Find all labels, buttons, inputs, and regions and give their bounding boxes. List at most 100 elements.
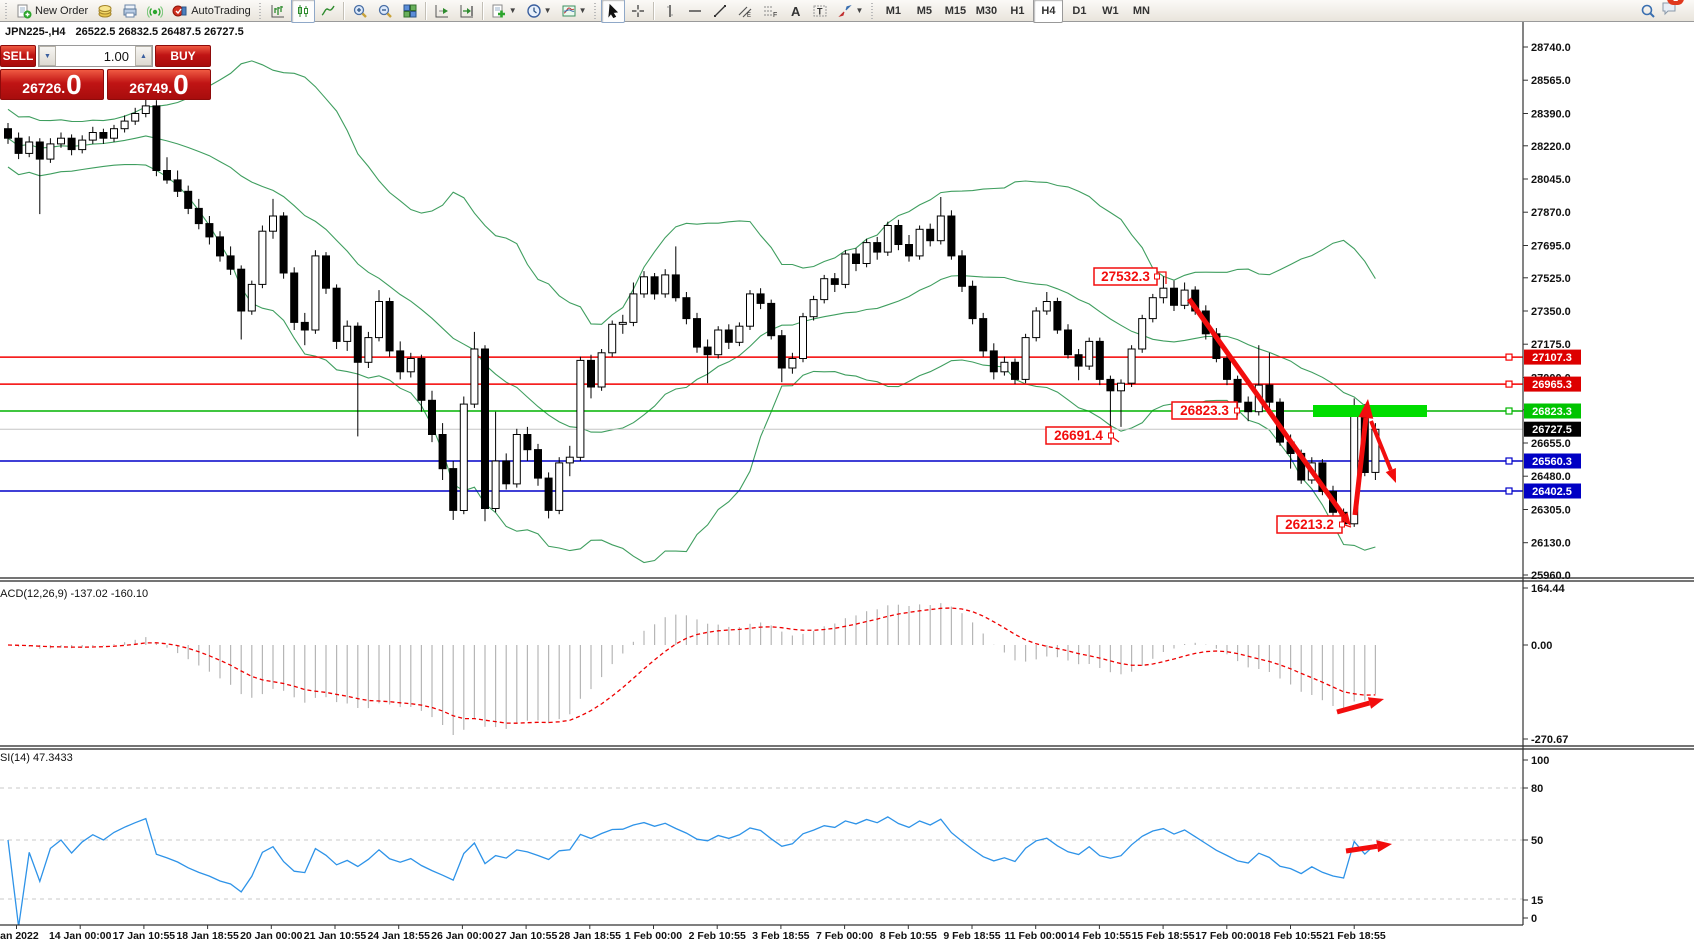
candle bbox=[417, 354, 426, 412]
candle bbox=[714, 326, 723, 359]
text-button[interactable]: A bbox=[783, 0, 807, 23]
templates-button[interactable]: ▼ bbox=[557, 0, 591, 23]
svg-text:27175.0: 27175.0 bbox=[1531, 339, 1571, 351]
panel-separators[interactable] bbox=[0, 577, 1694, 750]
search-button[interactable] bbox=[1636, 0, 1660, 23]
timeframe-h4-button[interactable]: H4 bbox=[1033, 0, 1064, 23]
price-tag-26965.3 bbox=[1524, 376, 1581, 392]
volume-increase-button[interactable]: ▲ bbox=[135, 46, 152, 66]
timeframe-m30-button[interactable]: M30 bbox=[975, 4, 998, 17]
line-handle[interactable] bbox=[1505, 487, 1513, 495]
line-handle[interactable] bbox=[1505, 380, 1513, 388]
candle bbox=[470, 331, 479, 408]
line-handle[interactable] bbox=[1505, 457, 1513, 465]
annotation-handle[interactable] bbox=[1108, 432, 1114, 439]
zoom-in-button[interactable] bbox=[348, 0, 372, 23]
candle bbox=[237, 265, 246, 340]
timeframe-m15-button[interactable]: M15 bbox=[944, 4, 967, 17]
candlestick-chart-button[interactable] bbox=[290, 0, 315, 23]
annotation-arrow-shaft[interactable] bbox=[1352, 417, 1369, 516]
notifications-button[interactable]: 1 bbox=[1661, 0, 1684, 21]
candle bbox=[216, 231, 224, 262]
main-chart-arrows[interactable] bbox=[1186, 297, 1396, 526]
tile-windows-icon bbox=[403, 4, 417, 17]
signal-button[interactable] bbox=[143, 0, 167, 23]
annotation-arrow-shaft[interactable] bbox=[1345, 843, 1378, 854]
annotation-arrow-shaft[interactable] bbox=[1186, 297, 1346, 517]
funds-button[interactable] bbox=[93, 0, 117, 23]
vertical-line-button[interactable] bbox=[658, 0, 682, 23]
templates-dropdown-icon[interactable]: ▼ bbox=[578, 6, 587, 15]
cursor-button[interactable] bbox=[601, 0, 626, 23]
timeframe-m1-button[interactable]: M1 bbox=[885, 4, 902, 17]
trendline-button[interactable] bbox=[708, 0, 732, 23]
search-icon bbox=[1641, 4, 1655, 18]
annotation-handle[interactable] bbox=[1234, 407, 1240, 414]
chart-shift-button[interactable] bbox=[455, 0, 479, 23]
autotrading-button[interactable]: AutoTrading bbox=[168, 0, 255, 23]
price-tag-26727.5 bbox=[1524, 421, 1581, 437]
bar-chart-button[interactable] bbox=[266, 0, 290, 23]
fibonacci-button[interactable]: F bbox=[758, 0, 782, 23]
candle bbox=[438, 423, 447, 480]
buy-price-main: 26749 bbox=[129, 80, 169, 96]
timeframe-d1-button[interactable]: D1 bbox=[1072, 4, 1087, 17]
timeframe-h1-button[interactable]: H1 bbox=[1010, 4, 1025, 17]
periods-clock-dropdown-icon[interactable]: ▼ bbox=[543, 6, 552, 15]
volume-input[interactable]: 1.00 bbox=[103, 48, 129, 64]
buy-price[interactable]: 26749 . 0 bbox=[107, 69, 211, 100]
line-chart-button[interactable] bbox=[316, 0, 340, 23]
volume-box: ▼ 1.00 ▲ bbox=[38, 45, 153, 67]
line-handles[interactable] bbox=[1505, 353, 1513, 495]
crosshair-button[interactable] bbox=[626, 0, 650, 23]
candle bbox=[989, 343, 998, 380]
line-handle[interactable] bbox=[1505, 407, 1513, 415]
svg-text:24 Jan 18:55: 24 Jan 18:55 bbox=[367, 930, 430, 940]
candle bbox=[873, 236, 882, 260]
indicators-dropdown-icon[interactable]: ▼ bbox=[508, 6, 517, 15]
sell-price[interactable]: 26726 . 0 bbox=[0, 69, 104, 100]
zoom-out-button[interactable] bbox=[373, 0, 397, 23]
candle bbox=[576, 356, 585, 461]
line-handle[interactable] bbox=[1505, 353, 1513, 361]
candle bbox=[152, 100, 161, 177]
price-annotations[interactable]: 27532.3 26823.3 26691.4 26213.2 bbox=[1045, 267, 1352, 534]
text-label-button[interactable]: T bbox=[808, 0, 832, 23]
arrows-icon bbox=[838, 4, 853, 17]
price-axis[interactable]: 28740.0 28565.0 28390.0 28220.0 28045.0 27870… bbox=[1522, 22, 1571, 925]
rsi-arrow[interactable] bbox=[1345, 840, 1392, 854]
timeframe-m5-button[interactable]: M5 bbox=[916, 4, 933, 17]
svg-text:100: 100 bbox=[1531, 755, 1549, 767]
periods-clock-button[interactable]: ▼ bbox=[522, 0, 556, 23]
horizontal-line-button[interactable] bbox=[683, 0, 707, 23]
annotation-arrow-head bbox=[1376, 840, 1392, 853]
one-click-trading-panel: SELL ▼ 1.00 ▲ BUY 26726 . 0 26749 . 0 bbox=[0, 45, 211, 100]
new-order-button[interactable]: New Order bbox=[12, 0, 92, 23]
arrows-dropdown-icon[interactable]: ▼ bbox=[855, 6, 864, 15]
annotation-arrow-shaft[interactable] bbox=[1336, 700, 1371, 715]
auto-scroll-button[interactable] bbox=[430, 0, 454, 23]
volume-decrease-button[interactable]: ▼ bbox=[39, 46, 56, 66]
macd-arrow[interactable] bbox=[1336, 697, 1384, 715]
buy-button[interactable]: BUY bbox=[155, 45, 211, 67]
annotation-arrow-shaft[interactable] bbox=[1369, 420, 1393, 471]
indicators-button[interactable]: ▼ bbox=[487, 0, 521, 23]
timeframe-w1-button[interactable]: W1 bbox=[1102, 4, 1119, 17]
channel-button[interactable]: E bbox=[733, 0, 757, 23]
arrows-button[interactable]: ▼ bbox=[833, 0, 867, 23]
annotation-handle[interactable] bbox=[1154, 273, 1160, 280]
new-order-icon bbox=[17, 4, 32, 18]
toolbar-separator bbox=[424, 1, 427, 20]
svg-text:18 Feb 10:55: 18 Feb 10:55 bbox=[1259, 930, 1322, 940]
notification-badge: 1 bbox=[1667, 0, 1684, 5]
print-button[interactable] bbox=[118, 0, 142, 23]
annotation-handle[interactable] bbox=[1339, 521, 1345, 528]
signal-icon bbox=[147, 5, 164, 18]
tile-windows-button[interactable] bbox=[398, 0, 422, 23]
timeframe-mn-button[interactable]: MN bbox=[1132, 4, 1150, 17]
indicators-icon bbox=[492, 4, 505, 17]
sell-button[interactable]: SELL bbox=[0, 45, 36, 67]
svg-text:E: E bbox=[747, 13, 751, 19]
